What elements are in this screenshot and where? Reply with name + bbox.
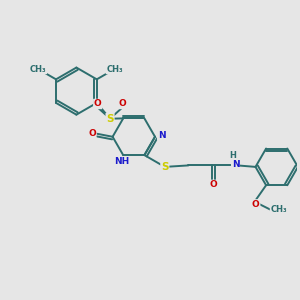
Text: O: O — [94, 100, 101, 109]
Text: O: O — [209, 180, 217, 189]
Text: CH₃: CH₃ — [270, 205, 287, 214]
Text: S: S — [161, 162, 169, 172]
Text: H: H — [229, 152, 236, 160]
Text: CH₃: CH₃ — [106, 64, 123, 74]
Text: CH₃: CH₃ — [30, 64, 46, 74]
Text: N: N — [232, 160, 239, 169]
Text: NH: NH — [114, 157, 129, 166]
Text: N: N — [158, 131, 165, 140]
Text: O: O — [88, 129, 96, 138]
Text: O: O — [252, 200, 260, 209]
Text: O: O — [118, 100, 126, 109]
Text: S: S — [106, 114, 114, 124]
